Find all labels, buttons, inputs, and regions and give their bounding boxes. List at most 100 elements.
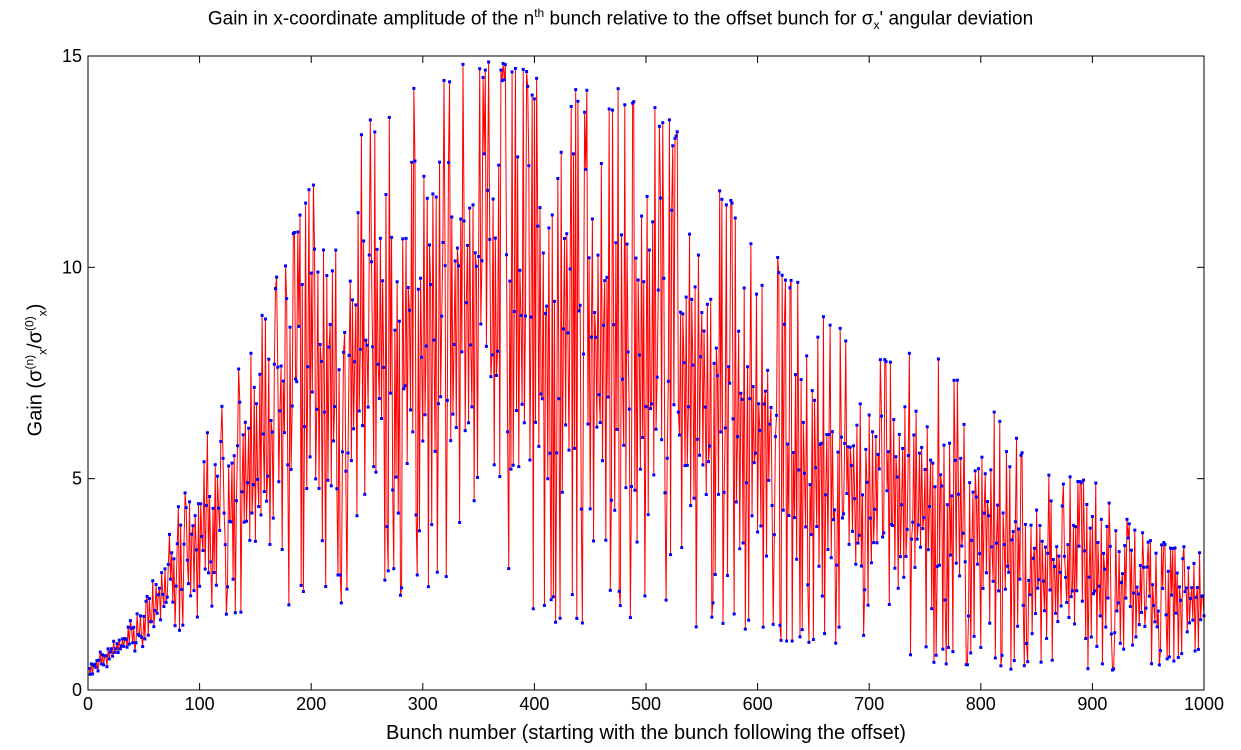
- data-point: [400, 586, 404, 590]
- data-point: [343, 330, 347, 334]
- data-point: [226, 585, 229, 589]
- data-point: [661, 121, 665, 125]
- data-point: [960, 544, 964, 548]
- data-point: [765, 554, 769, 558]
- data-point: [535, 76, 539, 80]
- data-point: [170, 551, 174, 555]
- data-point: [223, 543, 227, 547]
- data-point: [638, 467, 642, 471]
- data-point: [541, 251, 545, 255]
- data-point: [799, 378, 803, 382]
- data-point: [1073, 622, 1077, 626]
- data-point: [305, 487, 309, 491]
- data-point: [651, 220, 655, 224]
- data-point: [869, 561, 873, 565]
- data-point: [1093, 589, 1097, 593]
- data-point: [770, 503, 774, 507]
- data-point: [1136, 592, 1140, 596]
- data-point: [376, 362, 380, 366]
- data-point: [585, 88, 589, 92]
- data-point: [936, 357, 940, 361]
- data-point: [955, 378, 959, 382]
- data-point: [278, 409, 282, 413]
- data-point: [923, 467, 927, 471]
- data-point: [414, 513, 418, 517]
- data-point: [1131, 643, 1135, 647]
- data-point: [583, 110, 587, 114]
- data-point: [434, 195, 438, 199]
- data-point: [1022, 664, 1026, 668]
- data-point: [575, 616, 579, 620]
- data-point: [133, 649, 137, 653]
- data-point: [175, 542, 179, 546]
- data-point: [358, 347, 362, 351]
- data-point: [1064, 575, 1068, 579]
- data-point: [233, 611, 237, 615]
- data-point: [528, 458, 532, 462]
- data-point: [326, 478, 330, 482]
- data-point: [667, 118, 671, 122]
- data-point: [468, 206, 472, 210]
- data-point: [760, 283, 764, 287]
- data-point: [935, 564, 939, 568]
- data-point: [347, 353, 351, 357]
- data-point: [611, 108, 615, 112]
- data-point: [198, 584, 202, 588]
- data-point: [95, 659, 99, 663]
- data-point: [1057, 554, 1061, 558]
- data-point: [644, 405, 648, 409]
- data-point: [349, 459, 353, 463]
- data-point: [762, 402, 766, 406]
- data-point: [480, 259, 484, 263]
- data-point: [857, 533, 861, 537]
- data-point: [1052, 565, 1056, 569]
- data-point: [794, 373, 798, 377]
- data-point: [190, 532, 194, 536]
- data-point: [861, 493, 864, 497]
- data-point: [307, 188, 311, 192]
- data-point: [475, 476, 479, 480]
- data-point: [455, 246, 459, 250]
- data-point: [279, 364, 283, 368]
- data-point: [821, 315, 825, 319]
- data-point: [363, 492, 367, 496]
- data-point: [1061, 482, 1065, 486]
- data-point: [532, 97, 536, 101]
- data-point: [282, 431, 286, 435]
- data-point: [1196, 647, 1200, 651]
- data-point: [286, 463, 290, 467]
- data-point: [340, 450, 344, 454]
- data-point: [811, 637, 815, 641]
- data-point: [114, 647, 118, 651]
- data-point: [509, 467, 513, 471]
- data-point: [1121, 572, 1125, 576]
- data-layer: [88, 62, 1205, 675]
- data-point: [1027, 578, 1031, 582]
- data-point: [1183, 590, 1187, 594]
- data-point: [1074, 525, 1078, 529]
- data-point: [814, 466, 818, 470]
- data-point: [1069, 595, 1073, 599]
- data-point: [405, 462, 409, 466]
- data-point: [837, 625, 841, 629]
- data-point: [846, 445, 850, 449]
- data-point: [547, 226, 551, 230]
- data-point: [624, 486, 628, 490]
- data-point: [588, 507, 592, 511]
- data-point: [723, 426, 727, 430]
- data-point: [407, 308, 411, 312]
- data-point: [836, 450, 840, 454]
- data-point: [561, 327, 565, 331]
- data-point: [126, 625, 130, 629]
- data-point: [145, 594, 149, 598]
- data-point: [842, 512, 846, 516]
- data-point: [692, 496, 696, 500]
- data-point: [417, 529, 421, 533]
- data-point: [1138, 563, 1142, 567]
- data-point: [193, 514, 197, 518]
- data-point: [845, 491, 849, 495]
- data-point: [247, 426, 251, 430]
- data-point: [481, 75, 485, 79]
- data-point: [781, 508, 785, 512]
